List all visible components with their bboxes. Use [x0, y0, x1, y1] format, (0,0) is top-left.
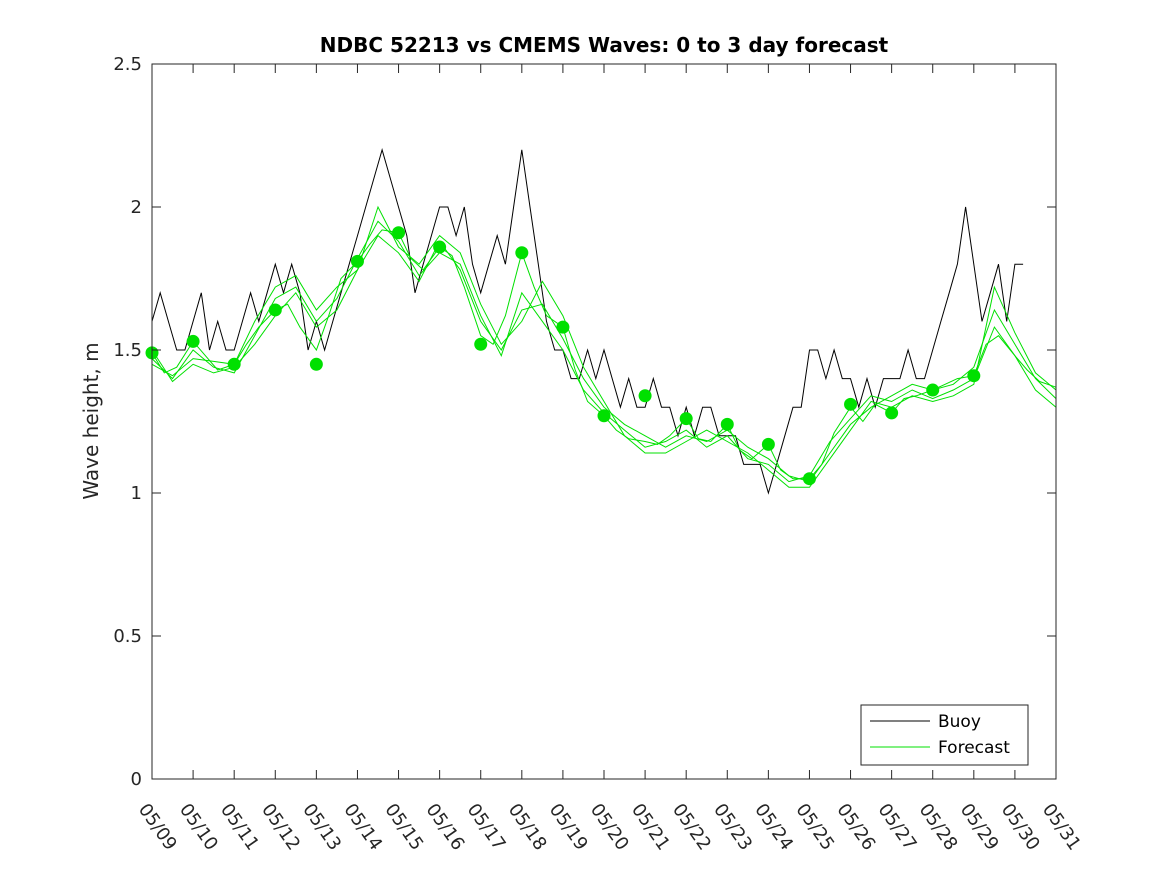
forecast-marker [186, 334, 200, 348]
legend-box [860, 704, 1029, 766]
y-tick-label: 2.5 [113, 54, 142, 75]
forecast-marker [597, 409, 611, 423]
forecast-marker [926, 383, 940, 397]
y-axis-label: Wave height, m [79, 342, 103, 499]
y-tick-label: 1.5 [113, 340, 142, 361]
forecast-marker [515, 246, 529, 260]
y-tick-label: 1 [131, 483, 142, 504]
legend-forecast-label: Forecast [938, 738, 1010, 758]
forecast-marker [720, 417, 734, 431]
forecast-marker [967, 369, 981, 383]
forecast-marker [556, 320, 570, 334]
forecast-marker [392, 226, 406, 240]
forecast-line-3 [151, 234, 1057, 483]
forecast-marker [227, 357, 241, 371]
forecast-marker [885, 406, 899, 420]
legend: Buoy Forecast [860, 704, 1029, 766]
forecast-marker [350, 254, 364, 268]
forecast-marker [309, 357, 323, 371]
forecast-marker [638, 389, 652, 403]
y-tick-label: 0.5 [113, 626, 142, 647]
forecast-marker [679, 412, 693, 426]
forecast-marker [474, 337, 488, 351]
y-tick-label: 0 [131, 769, 142, 790]
forecast-marker [268, 303, 282, 317]
y-tick-label: 2 [131, 197, 142, 218]
forecast-marker [802, 472, 816, 486]
legend-buoy-label: Buoy [938, 712, 981, 732]
forecast-marker [844, 397, 858, 411]
chart-title: NDBC 52213 vs CMEMS Waves: 0 to 3 day fo… [320, 33, 889, 57]
forecast-line-4 [151, 205, 1057, 488]
forecast-marker [761, 437, 775, 451]
forecast-marker [433, 240, 447, 254]
